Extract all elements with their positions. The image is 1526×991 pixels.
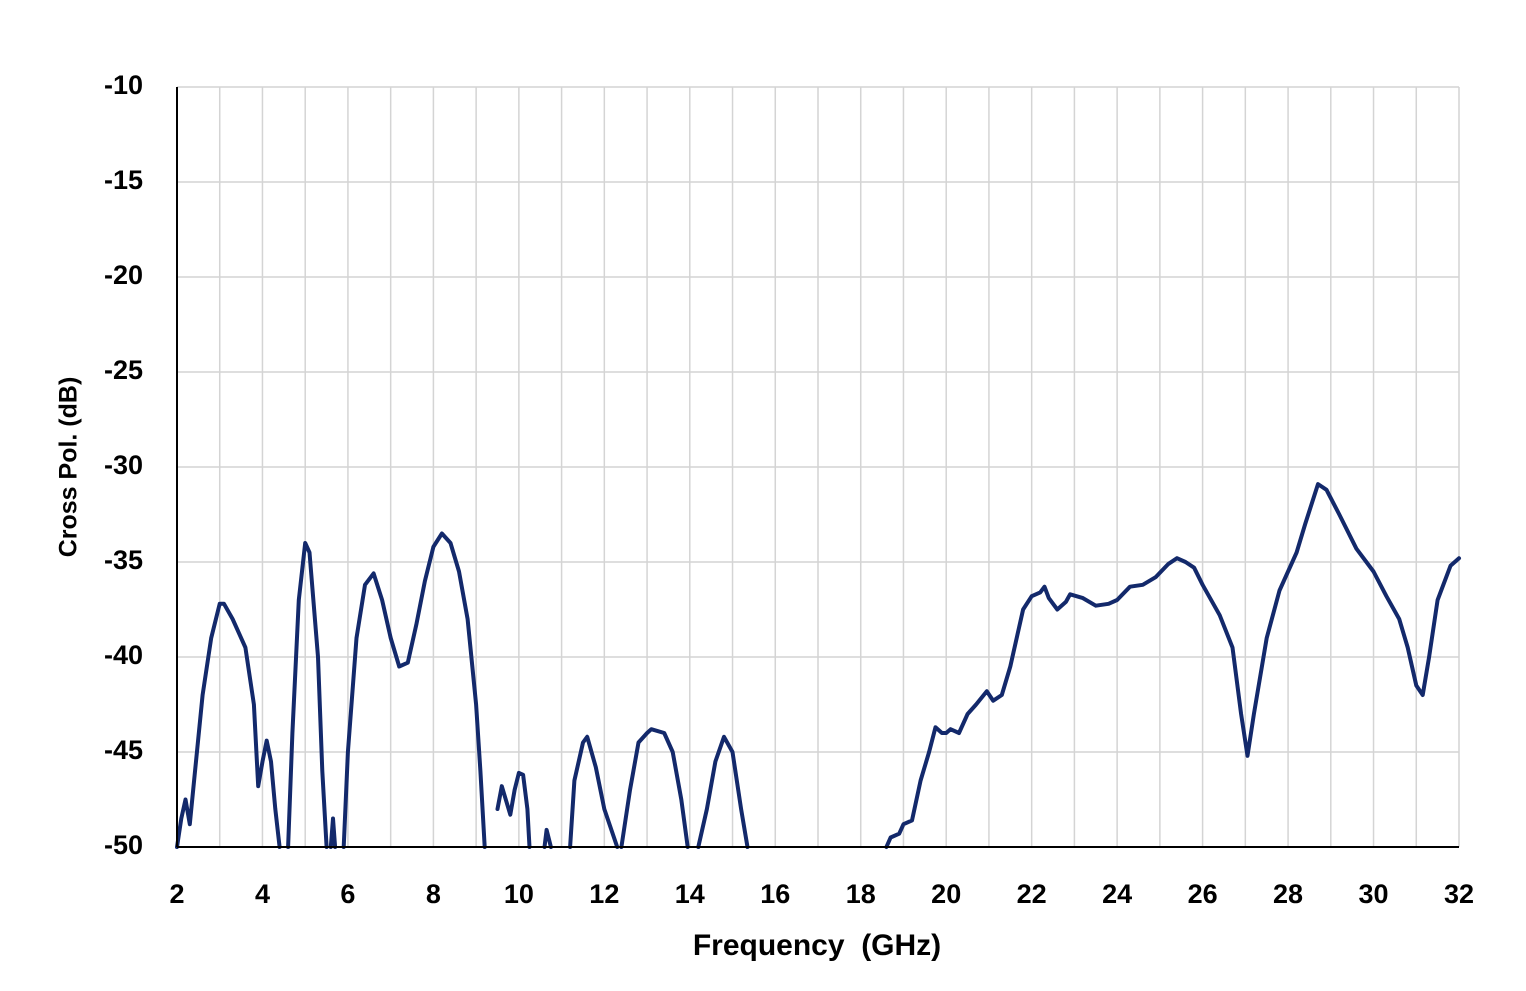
x-tick-label: 8 (426, 879, 441, 909)
x-tick-label: 6 (340, 879, 355, 909)
y-tick-label: -45 (104, 735, 143, 765)
x-tick-label: 32 (1444, 879, 1474, 909)
x-tick-label: 2 (169, 879, 184, 909)
x-tick-label: 14 (675, 879, 705, 909)
x-tick-label: 10 (504, 879, 534, 909)
x-tick-label: 28 (1273, 879, 1303, 909)
y-axis-label: Cross Pol. (dB) (55, 377, 83, 558)
x-tick-label: 22 (1017, 879, 1047, 909)
data-line (175, 482, 1461, 849)
y-tick-label: -50 (104, 830, 143, 860)
y-tick-label: -25 (104, 355, 143, 385)
y-tick-label: -35 (104, 545, 143, 575)
y-tick-label: -15 (104, 165, 143, 195)
x-tick-label: 12 (589, 879, 619, 909)
x-axis-label: Frequency (GHz) (693, 929, 941, 962)
x-tick-label: 26 (1188, 879, 1218, 909)
y-tick-label: -10 (104, 70, 143, 100)
x-tick-label: 20 (931, 879, 961, 909)
x-tick-label: 30 (1359, 879, 1389, 909)
x-tick-label: 4 (255, 879, 270, 909)
x-tick-label: 24 (1102, 879, 1132, 909)
y-tick-label: -30 (104, 450, 143, 480)
y-tick-label: -20 (104, 260, 143, 290)
x-tick-label: 16 (760, 879, 790, 909)
x-tick-label: 18 (846, 879, 876, 909)
y-tick-label: -40 (104, 640, 143, 670)
